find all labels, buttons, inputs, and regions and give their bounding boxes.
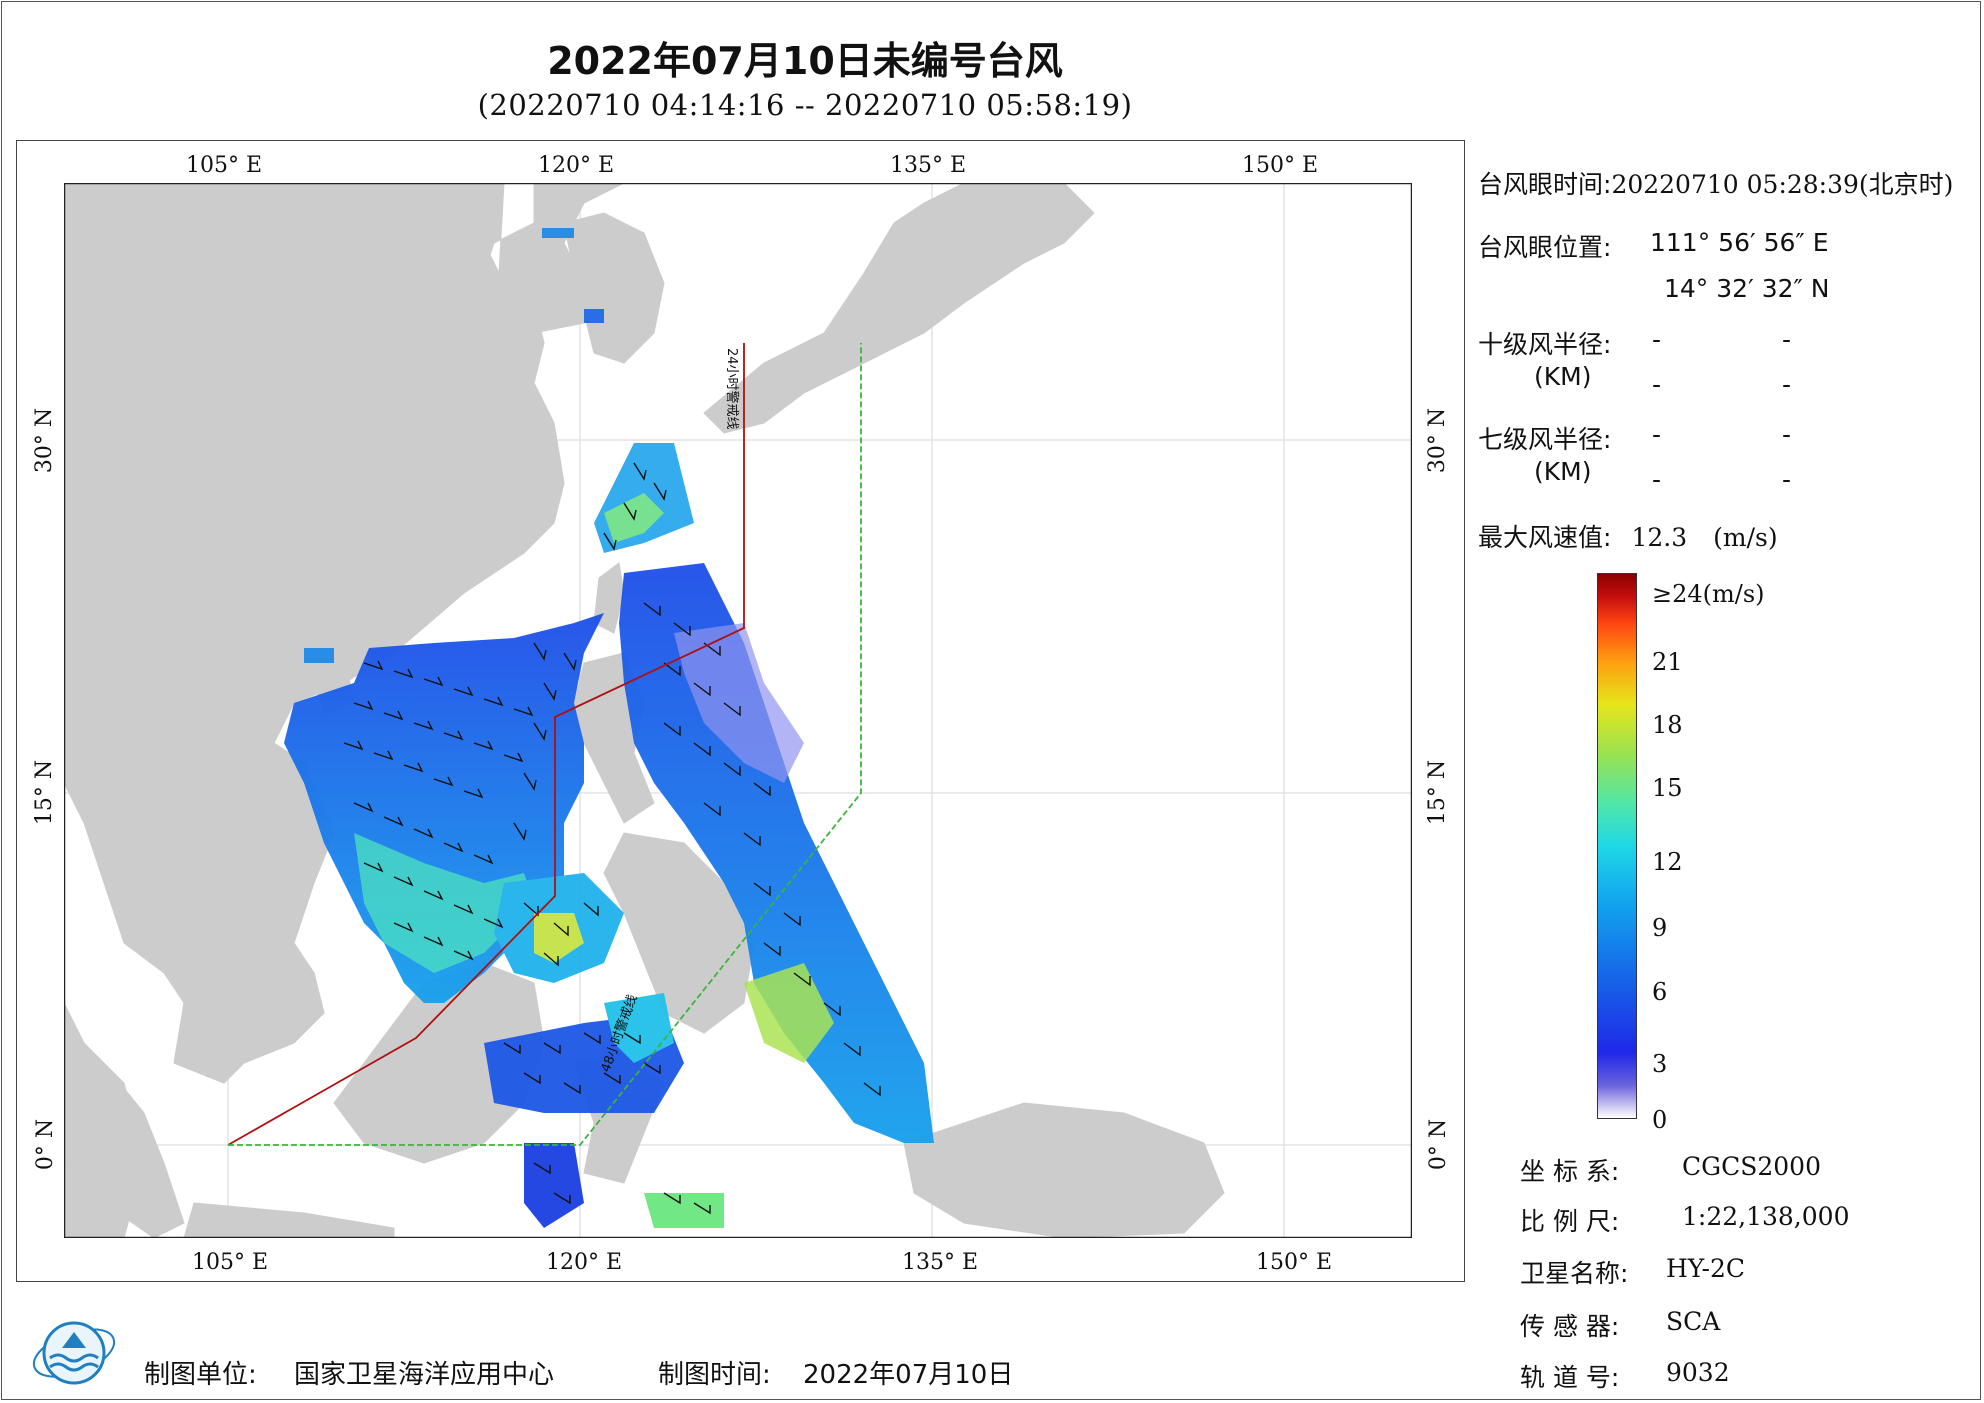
- lon-tick-bottom-135: 135° E: [902, 1250, 979, 1275]
- lat-tick-right-0: 0° N: [1426, 1118, 1452, 1171]
- sumatra: [64, 1042, 185, 1238]
- map-frame: [16, 140, 1465, 1282]
- map-unit-label: 制图单位:: [144, 1360, 257, 1390]
- colorbar-label-21: 21: [1652, 648, 1683, 676]
- max-wind-unit: (m/s): [1713, 523, 1778, 552]
- swath-sulu-yellow: [534, 913, 584, 963]
- page-subtitle: (20220710 04:14:16 -- 20220710 05:58:19): [477, 88, 1133, 122]
- colorbar-label-12: 12: [1652, 848, 1683, 876]
- r10-value-4: -: [1782, 370, 1792, 399]
- r7-km-unit: (KM): [1534, 457, 1592, 486]
- wind-speed-colorbar: [1597, 573, 1637, 1119]
- r7-value-2: -: [1782, 420, 1792, 449]
- wind-swaths: [284, 228, 934, 1228]
- line-24h-label: 24小时警戒线: [724, 348, 740, 430]
- colorbar-label-6: 6: [1652, 978, 1668, 1006]
- lat-tick-left-15: 15° N: [32, 759, 58, 826]
- colorbar-label-18: 18: [1652, 711, 1683, 739]
- lon-tick-bottom-105: 105° E: [192, 1250, 269, 1275]
- lat-tick-right-15: 15° N: [1425, 759, 1451, 826]
- map-time-label: 制图时间:: [658, 1360, 771, 1390]
- lon-tick-top-135: 135° E: [890, 153, 967, 178]
- crs-label: 坐 标 系:: [1520, 1157, 1620, 1186]
- eye-latitude: 14° 32′ 32″ N: [1664, 274, 1830, 303]
- swath-banda: [644, 1193, 724, 1228]
- new-guinea: [903, 1102, 1225, 1238]
- r10-value-1: -: [1652, 325, 1662, 354]
- r10-km-unit: (KM): [1534, 362, 1592, 391]
- r10-label: 十级风半径:: [1478, 330, 1612, 359]
- eye-time-label: 台风眼时间:: [1478, 170, 1612, 199]
- lat-tick-left-0: 0° N: [33, 1118, 59, 1171]
- swath-hainan-bit: [304, 648, 334, 663]
- colorbar-label-0: 0: [1652, 1106, 1668, 1134]
- r10-value-3: -: [1652, 370, 1662, 399]
- map-unit-value: 国家卫星海洋应用中心: [294, 1360, 555, 1390]
- eye-longitude: 111° 56′ 56″ E: [1650, 228, 1829, 257]
- wind-field-map[interactable]: 24小时警戒线 48小时警戒线: [64, 183, 1412, 1238]
- lat-tick-right-30: 30° N: [1425, 407, 1451, 474]
- max-wind: 最大风速值: 12.3 (m/s): [1478, 518, 1778, 554]
- eye-position-label: 台风眼位置:: [1478, 233, 1612, 262]
- japan: [703, 183, 1095, 434]
- philippines-south: [603, 832, 755, 1034]
- wind-barbs: [343, 462, 881, 1215]
- max-wind-value: 12.3: [1631, 523, 1688, 552]
- eye-time-value: 20220710 05:28:39(北京时): [1611, 170, 1954, 199]
- swath-pacific-east: [619, 563, 934, 1143]
- lon-tick-top-120: 120° E: [538, 153, 615, 178]
- r10-value-2: -: [1782, 325, 1792, 354]
- nsoas-logo: [32, 1321, 116, 1385]
- swath-low-wind-patch: [674, 623, 804, 783]
- lon-tick-bottom-150: 150° E: [1256, 1250, 1333, 1275]
- eye-time: 台风眼时间:20220710 05:28:39(北京时): [1478, 165, 1953, 201]
- max-wind-label: 最大风速值:: [1478, 523, 1612, 552]
- lat-tick-left-30: 30° N: [32, 407, 58, 474]
- colorbar-label-15: 15: [1652, 774, 1683, 802]
- crs-value: CGCS2000: [1682, 1152, 1821, 1181]
- map-border: [64, 183, 1412, 1238]
- lon-tick-top-150: 150° E: [1242, 153, 1319, 178]
- r7-value-1: -: [1652, 420, 1662, 449]
- sensor-value: SCA: [1666, 1307, 1721, 1336]
- page-title: 2022年07月10日未编号台风: [547, 39, 1063, 83]
- r7-label: 七级风半径:: [1478, 425, 1612, 454]
- colorbar-label-3: 3: [1652, 1050, 1668, 1078]
- lon-tick-top-105: 105° E: [186, 153, 263, 178]
- swath-sulawesi-sea: [524, 1143, 584, 1228]
- scale-label: 比 例 尺:: [1520, 1207, 1620, 1236]
- colorbar-label-9: 9: [1652, 914, 1668, 942]
- korea: [563, 212, 665, 364]
- r7-value-4: -: [1782, 465, 1792, 494]
- swath-celebes-light: [604, 993, 674, 1063]
- warning-line-24h: [227, 343, 745, 1146]
- swath-pacific-green: [744, 963, 834, 1063]
- satellite-value: HY-2C: [1666, 1254, 1746, 1283]
- scale-value: 1:22,138,000: [1682, 1202, 1850, 1231]
- warning-line-48h: [228, 343, 862, 1146]
- r7-value-3: -: [1652, 465, 1662, 494]
- sensor-label: 传 感 器:: [1520, 1312, 1620, 1341]
- java: [183, 1202, 395, 1238]
- colorbar-label-24: ≥24(m/s): [1652, 580, 1765, 608]
- swath-sea-green-zone: [354, 833, 534, 973]
- lon-tick-bottom-120: 120° E: [546, 1250, 623, 1275]
- orbit-label: 轨 道 号:: [1520, 1363, 1620, 1392]
- map-time-value: 2022年07月10日: [803, 1360, 1014, 1390]
- orbit-value: 9032: [1666, 1358, 1730, 1387]
- indochina: [64, 652, 305, 1004]
- swath-bohai: [542, 228, 574, 238]
- satellite-label: 卫星名称:: [1520, 1259, 1629, 1288]
- swath-shandong: [584, 309, 604, 323]
